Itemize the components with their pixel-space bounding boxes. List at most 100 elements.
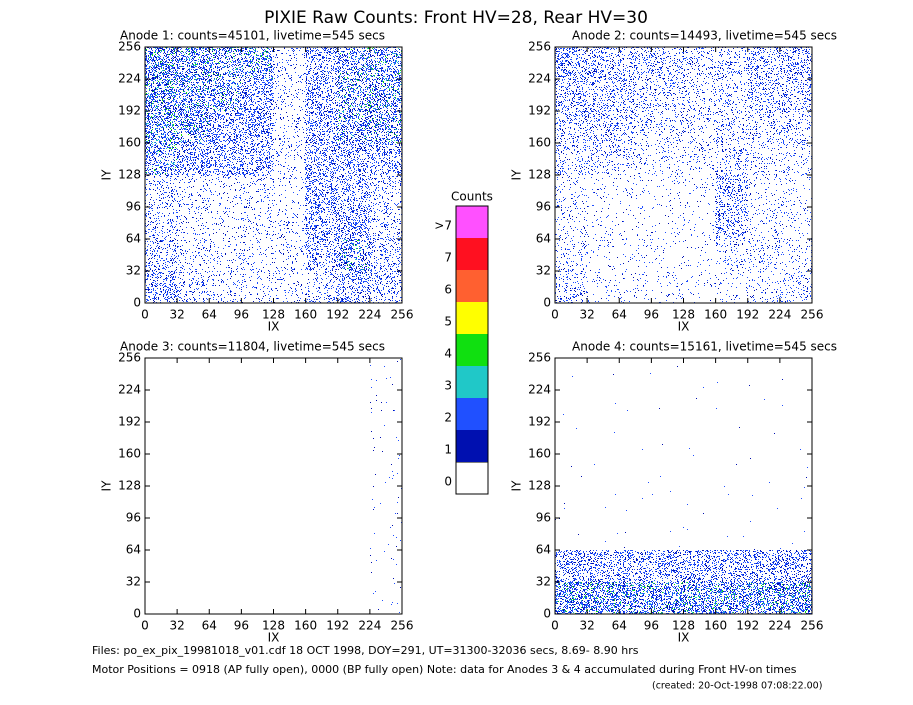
heatmap-cell — [337, 111, 370, 143]
heatmap-dots — [683, 47, 716, 79]
heatmap-dots — [748, 207, 780, 239]
heatmap-dots — [715, 207, 748, 239]
heatmap-dots — [651, 176, 684, 206]
heatmap-cell — [177, 239, 209, 271]
heatmap-dots — [642, 449, 643, 450]
heatmap-cell — [209, 175, 242, 207]
heatmap-dots — [703, 387, 704, 388]
heatmap-cell — [337, 239, 370, 271]
heatmap-dots — [305, 143, 338, 175]
heatmap-dots — [177, 207, 209, 239]
heatmap-dots — [780, 550, 812, 582]
heatmap-dots — [241, 143, 273, 175]
heatmap-dots — [648, 482, 649, 483]
heatmap-dots — [177, 48, 209, 79]
heatmap-dots — [715, 550, 748, 582]
colorbar-label: 2 — [444, 411, 452, 425]
y-tick-label: 160 — [528, 447, 551, 461]
heatmap-dots — [627, 410, 628, 411]
page-title: PIXIE Raw Counts: Front HV=28, Rear HV=3… — [264, 8, 648, 28]
heatmap-cell — [305, 207, 338, 239]
heatmap-dots — [177, 47, 209, 79]
heatmap-dots — [715, 582, 748, 614]
heatmap-cell — [642, 449, 643, 450]
heatmap-dots — [305, 239, 338, 271]
heatmap-cell — [337, 79, 370, 111]
y-axis-label: IY — [510, 480, 524, 492]
x-tick-label: 32 — [169, 619, 184, 633]
heatmap-cell — [779, 582, 812, 614]
heatmap-dots — [305, 79, 338, 111]
heatmap-dots — [780, 111, 810, 143]
heatmap-dots — [748, 143, 780, 175]
heatmap-dots — [555, 111, 588, 143]
heatmap-dots — [306, 239, 338, 271]
heatmap-cell — [587, 111, 620, 143]
heatmap-cell — [715, 47, 748, 79]
x-axis-label: IX — [268, 320, 280, 334]
heatmap-cell — [780, 175, 812, 207]
heatmap-dots — [337, 47, 370, 79]
heatmap-dots — [145, 239, 177, 271]
heatmap-cell — [370, 175, 402, 207]
heatmap-dots — [587, 143, 620, 175]
heatmap-dots — [274, 239, 304, 271]
heatmap-dots — [715, 143, 748, 175]
heatmap-cell — [715, 550, 748, 582]
heatmap-dots — [241, 48, 271, 79]
heatmap-cell — [305, 79, 338, 111]
heatmap-dots — [337, 79, 370, 111]
x-tick-label: 64 — [612, 619, 627, 633]
heatmap-dots — [683, 550, 716, 582]
colorbar-label: 1 — [444, 443, 452, 457]
heatmap-dots — [145, 175, 177, 207]
heatmap-dots — [370, 113, 402, 143]
heatmap-cell — [145, 271, 178, 303]
heatmap-cell — [715, 207, 748, 239]
heatmap — [555, 366, 812, 614]
x-tick-label: 160 — [294, 308, 317, 322]
y-tick-label: 160 — [528, 136, 551, 150]
heatmap-dots — [716, 239, 748, 271]
colorbar-box — [456, 206, 488, 238]
heatmap-dots — [587, 208, 619, 238]
heatmap-dots — [780, 582, 812, 614]
heatmap-dots — [177, 79, 210, 111]
heatmap-dots — [555, 550, 587, 582]
heatmap-dots — [177, 111, 210, 143]
heatmap-dots — [587, 79, 619, 111]
heatmap-cell — [619, 111, 652, 143]
heatmap-dots — [555, 582, 587, 614]
heatmap — [145, 47, 402, 303]
heatmap-dots — [764, 399, 765, 400]
colorbar-box — [455, 461, 489, 495]
heatmap-dots — [273, 208, 305, 238]
heatmap-cell — [305, 47, 338, 79]
x-tick-label: 192 — [736, 308, 759, 322]
x-axis-label: IX — [678, 631, 690, 645]
heatmap-dots — [145, 111, 178, 143]
heatmap-dots — [209, 239, 242, 270]
heatmap-cell — [337, 143, 370, 175]
heatmap-cell — [145, 47, 178, 79]
heatmap-dots — [369, 207, 402, 239]
heatmap-dots — [209, 111, 242, 143]
heatmap-dots — [651, 582, 684, 614]
heatmap — [370, 359, 402, 613]
heatmap-dots — [689, 448, 690, 449]
heatmap-dots — [652, 582, 684, 614]
heatmap-dots — [619, 271, 649, 303]
heatmap-cell — [736, 464, 737, 465]
heatmap-cell — [145, 207, 178, 239]
heatmap-dots — [275, 111, 306, 142]
y-tick-label: 256 — [528, 40, 551, 54]
heatmap-cell — [660, 476, 661, 477]
heatmap-dots — [555, 145, 587, 175]
colorbar-label: 4 — [444, 347, 452, 361]
heatmap-cell — [651, 47, 684, 79]
heatmap-dots — [620, 239, 652, 270]
y-tick-label: 192 — [118, 415, 141, 429]
heatmap-dots — [555, 271, 586, 303]
heatmap-cell — [651, 582, 684, 614]
x-tick-label: 192 — [326, 308, 349, 322]
